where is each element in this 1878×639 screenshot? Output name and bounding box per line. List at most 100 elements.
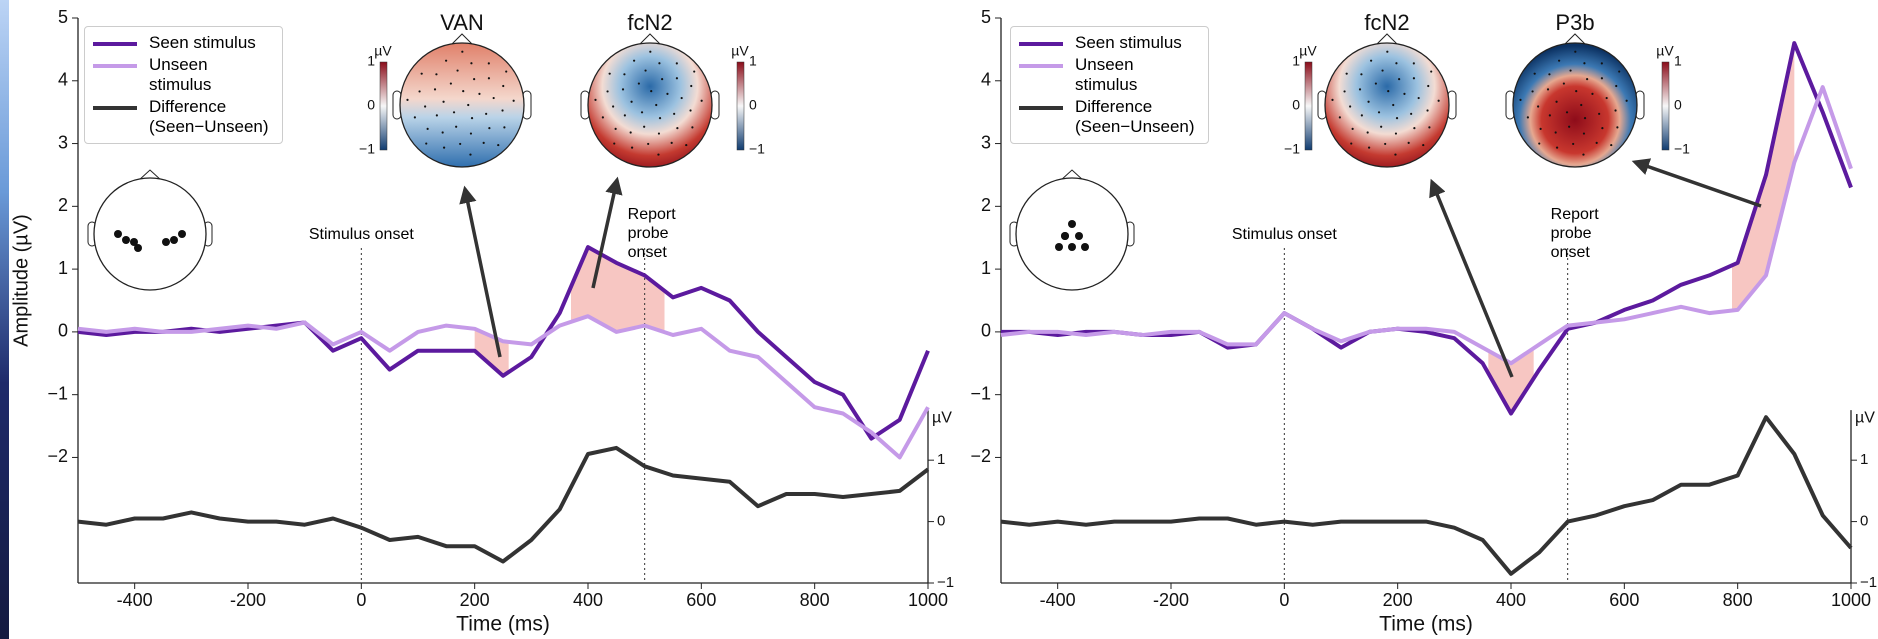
highlight (571, 247, 665, 333)
sensor (640, 111, 644, 114)
sensor (614, 127, 617, 130)
topomap-title: VAN (440, 10, 484, 35)
colorbar-label: µV (1656, 43, 1674, 59)
x-tick-label: 0 (356, 590, 366, 610)
x-tick-label: 800 (1723, 590, 1753, 610)
sensor (670, 141, 673, 145)
sensor (1410, 112, 1413, 115)
sensor (1605, 96, 1608, 100)
sensor (1392, 103, 1395, 107)
y-tick-label: 0 (58, 321, 68, 341)
sensor (644, 69, 647, 72)
sensor (690, 84, 693, 88)
sensor (1358, 88, 1362, 91)
series-line (1000, 85, 1853, 366)
y-tick-label: −2 (47, 446, 68, 466)
sensor (1555, 100, 1558, 103)
sensor (1394, 132, 1398, 135)
sensor (502, 84, 505, 88)
y-axis-label: Amplitude (µV) (10, 214, 32, 347)
sensor (1370, 59, 1373, 62)
sensor (691, 126, 694, 129)
sensor (1367, 146, 1371, 149)
sensor (1345, 72, 1348, 75)
colorbar-tick-label: −1 (359, 141, 375, 157)
sensor (470, 117, 474, 120)
sensor (1562, 82, 1565, 85)
sensor (661, 78, 664, 81)
highlight (1732, 43, 1795, 311)
sensor (501, 109, 504, 112)
x-tick-label: 200 (460, 590, 490, 610)
y2-axis-label: µV (1855, 409, 1875, 426)
topomap-nose (639, 33, 661, 45)
sensor (420, 72, 423, 75)
colorbar-label: µV (731, 43, 749, 59)
series-line (77, 445, 930, 564)
sensor (1394, 153, 1397, 156)
sensor (643, 125, 646, 128)
event-label: Report probe onset (1550, 206, 1599, 261)
legend-label: Difference (Seen−Unseen) (149, 97, 269, 136)
sensor (647, 142, 650, 146)
series-line (77, 314, 930, 460)
legend-swatch (93, 106, 137, 110)
colorbar-tick-label: −1 (1674, 141, 1690, 157)
sensor (469, 132, 473, 135)
head (93, 177, 207, 291)
y2-tick-label: −1 (937, 574, 954, 591)
sensor (449, 82, 452, 85)
x-tick-label: 400 (1496, 590, 1526, 610)
sensor (657, 132, 661, 135)
topomap-title: fcN2 (627, 10, 672, 35)
x-tick-label: 0 (1279, 590, 1289, 610)
topomap (1324, 42, 1450, 168)
sensor (1586, 78, 1589, 81)
sensor (673, 112, 676, 115)
sensor (1350, 142, 1353, 145)
sensor (424, 105, 427, 108)
y-tick-label: −1 (970, 383, 991, 403)
x-tick-label: 400 (573, 590, 603, 610)
sensor (433, 88, 437, 91)
electrode (1055, 243, 1063, 251)
sensor (492, 96, 495, 100)
sensor (1331, 98, 1334, 101)
sensor (658, 117, 662, 120)
y-tick-label: 2 (981, 195, 991, 215)
colorbar-tick-label: 1 (1674, 53, 1682, 69)
sensor (613, 142, 616, 145)
sensor (1614, 109, 1617, 112)
sensor (655, 103, 658, 107)
colorbar-label: µV (1299, 43, 1317, 59)
sensor (425, 142, 428, 145)
sensor (505, 70, 508, 73)
x-tick-label: 1000 (1831, 590, 1871, 610)
sensor (1618, 70, 1621, 73)
y-tick-label: 0 (981, 321, 991, 341)
sensor (700, 99, 703, 102)
sensor (512, 99, 515, 102)
electrode (162, 238, 170, 246)
arrow (591, 176, 623, 289)
y-tick-label: 4 (58, 70, 68, 90)
sensor (1428, 126, 1431, 129)
sensor (413, 116, 416, 119)
x-tick-label: 200 (1383, 590, 1413, 610)
colorbar-tick-label: −1 (1284, 141, 1300, 157)
sensor (1555, 146, 1559, 149)
sensor (452, 111, 456, 114)
y-tick-label: 3 (58, 132, 68, 152)
topomap-title: P3b (1555, 10, 1594, 35)
x-axis-label: Time (ms) (1379, 613, 1473, 636)
sensor (473, 78, 476, 81)
sensor (675, 77, 679, 80)
sensor (1384, 142, 1387, 146)
event-label: Report probe onset (627, 206, 676, 261)
legend-label: Seen stimulus (1075, 33, 1182, 52)
sensor (1625, 99, 1628, 102)
sensor (1387, 90, 1390, 93)
sensor (1437, 99, 1440, 102)
sensor (1351, 127, 1354, 130)
electrode (130, 238, 138, 246)
